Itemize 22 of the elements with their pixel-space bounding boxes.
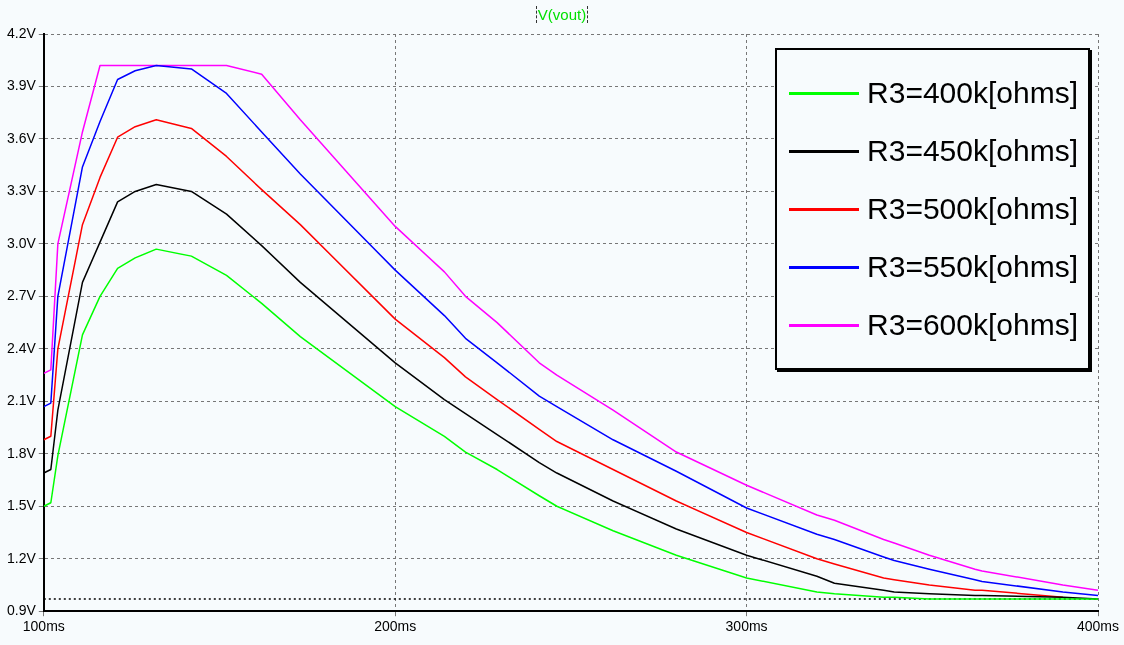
y-tick-label: 1.2V xyxy=(6,549,37,566)
x-tick-label: 300ms xyxy=(725,618,768,635)
legend-label: R3=400k[ohms] xyxy=(867,76,1078,110)
y-tick-label: 2.4V xyxy=(6,339,37,356)
x-tick-label: 100ms xyxy=(22,618,65,635)
y-tick-label: 2.1V xyxy=(6,392,37,409)
y-tick-label: 3.9V xyxy=(6,77,37,94)
y-tick-label: 3.3V xyxy=(6,182,37,199)
legend-label: R3=550k[ohms] xyxy=(867,250,1078,284)
y-tick-label: 3.6V xyxy=(6,129,37,146)
y-tick-label: 1.8V xyxy=(6,444,37,461)
y-tick-label: 2.7V xyxy=(6,287,37,304)
legend-label: R3=600k[ohms] xyxy=(867,308,1078,342)
y-tick-label: 0.9V xyxy=(6,602,37,619)
y-tick-label: 1.5V xyxy=(6,497,37,514)
x-tick-label: 200ms xyxy=(374,618,417,635)
y-tick-label: 3.0V xyxy=(6,234,37,251)
x-tick-label: 400ms xyxy=(1076,618,1120,635)
chart-title: V(vout) xyxy=(535,6,589,23)
legend-label: R3=500k[ohms] xyxy=(867,192,1078,226)
y-tick-label: 4.2V xyxy=(6,24,37,41)
legend-label: R3=450k[ohms] xyxy=(867,134,1078,168)
